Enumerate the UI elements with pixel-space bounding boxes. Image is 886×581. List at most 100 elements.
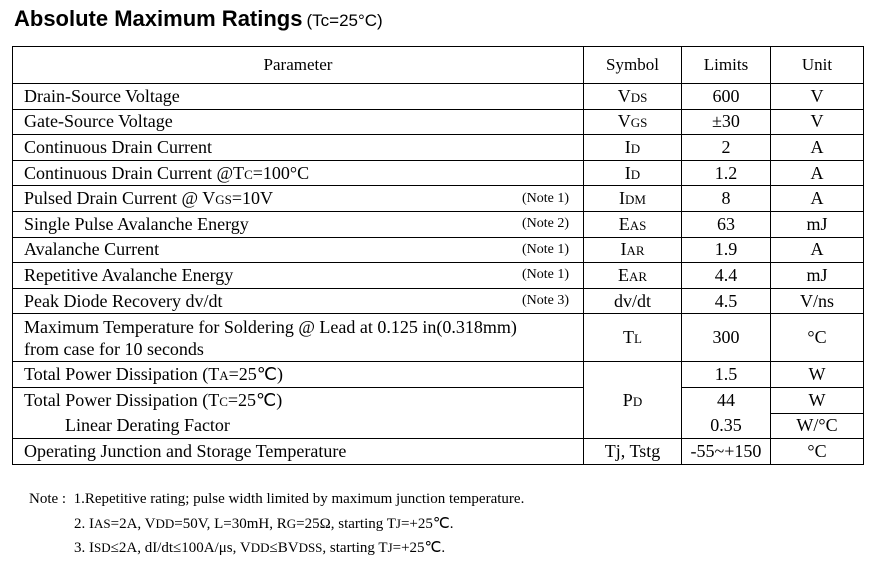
table-row: Pulsed Drain Current @ VGS=10V (Note 1) I…	[12, 185, 864, 212]
limit-cell: 600	[681, 83, 771, 110]
param-cell: Avalanche Current (Note 1)	[12, 236, 584, 264]
param-cell: Operating Junction and Storage Temperatu…	[12, 438, 584, 465]
note-1-text: 1.Repetitive rating; pulse width limited…	[73, 491, 525, 507]
param-text: Single Pulse Avalanche Energy	[24, 213, 249, 234]
param-cell: Repetitive Avalanche Energy (Note 1)	[12, 262, 584, 289]
symbol-sub: DM	[625, 192, 646, 208]
param-text: =100°C	[252, 162, 310, 183]
param-cell: Single Pulse Avalanche Energy (Note 2)	[12, 210, 584, 238]
limit-cell: 8	[681, 185, 771, 212]
unit-cell: V	[770, 83, 864, 110]
param-cell: Total Power Dissipation (TA=25℃)	[12, 361, 584, 388]
table-row: Total Power Dissipation (TC=25℃) 44 W	[12, 386, 864, 414]
header-parameter: Parameter	[12, 46, 584, 84]
param-cell: Continuous Drain Current	[12, 134, 584, 161]
ratings-table: Parameter Symbol Limits Unit Drain-Sourc…	[12, 46, 864, 465]
symbol-main: I	[619, 188, 626, 209]
limit-cell: 4.4	[681, 262, 771, 289]
symbol-cell-pd: PD	[583, 361, 682, 440]
symbol-main: I	[624, 136, 631, 157]
symbol-sub: DS	[630, 89, 648, 105]
note-text: 3. I	[74, 540, 94, 556]
table-row: Gate-Source Voltage VGS ±30 V	[12, 108, 864, 136]
limit-cell: 300	[681, 313, 771, 363]
note-sub: J	[395, 515, 401, 531]
notes-label: Note :	[29, 491, 67, 507]
symbol-sub: D	[630, 166, 641, 182]
symbol-cell: Tj, Tstg	[583, 438, 682, 465]
param-cell: Pulsed Drain Current @ VGS=10V (Note 1)	[12, 185, 584, 212]
param-text: Repetitive Avalanche Energy	[24, 264, 234, 285]
unit-cell: A	[770, 236, 864, 264]
note-ref: (Note 3)	[521, 293, 569, 309]
note-sub: J	[387, 540, 393, 555]
note-text: ≤BV	[269, 540, 299, 556]
section-heading: Absolute Maximum Ratings (Tc=25°C)	[14, 6, 383, 32]
symbol-main: P	[622, 389, 633, 410]
table-row: Single Pulse Avalanche Energy (Note 2) EA…	[12, 210, 864, 238]
param-text: Pulsed Drain Current @ V	[24, 188, 216, 209]
param-cell: Drain-Source Voltage	[12, 83, 584, 110]
symbol-sub: GS	[630, 115, 648, 131]
header-symbol: Symbol	[583, 46, 682, 84]
unit-cell: mJ	[770, 210, 864, 238]
note-text: =+25℃.	[392, 540, 446, 556]
param-text: =10V	[231, 188, 274, 209]
symbol-main: E	[618, 213, 630, 234]
symbol-main: V	[617, 85, 631, 106]
param-text: =25℃)	[228, 364, 283, 385]
param-sub: A	[219, 368, 229, 384]
table-header-row: Parameter Symbol Limits Unit	[12, 46, 864, 84]
unit-cell: mJ	[770, 262, 864, 289]
symbol-cell: EAR	[583, 262, 682, 289]
symbol-cell: ID	[583, 159, 682, 187]
notes-section: Note : 1.Repetitive rating; pulse width …	[29, 488, 524, 561]
limit-cell: 1.5	[681, 361, 771, 388]
param-cell: Maximum Temperature for Soldering @ Lead…	[12, 313, 584, 363]
note-sub: DSS	[298, 540, 323, 555]
limit-cell: 1.9	[681, 236, 771, 264]
table-row: Total Power Dissipation (TA=25℃) PD 1.5 …	[12, 361, 864, 440]
heading-condition: (Tc=25°C)	[306, 11, 383, 30]
table-row: Continuous Drain Current ID 2 A	[12, 134, 864, 161]
symbol-main: E	[617, 264, 629, 285]
note-text: =50V, L=30mH, R	[174, 515, 287, 532]
param-text: =25℃)	[227, 389, 283, 410]
unit-cell: W	[770, 361, 864, 388]
note-sub: G	[286, 515, 297, 531]
symbol-sub: AR	[626, 243, 645, 259]
note-3: 3. ISD≤2A, dI/dt≤100A/μs, VDD≤BVDSS, sta…	[29, 536, 524, 561]
unit-cell: A	[770, 134, 864, 161]
limit-cell: 63	[681, 210, 771, 238]
limit-cell: 2	[681, 134, 771, 161]
note-sub: DD	[250, 540, 270, 555]
unit-cell: A	[770, 185, 864, 212]
symbol-main: I	[624, 162, 631, 183]
symbol-main: I	[620, 239, 627, 260]
header-unit: Unit	[770, 46, 864, 84]
symbol-cell: TL	[583, 313, 682, 363]
param-cell: Linear Derating Factor	[12, 413, 584, 440]
unit-cell: A	[770, 159, 864, 187]
symbol-main: V	[617, 111, 631, 132]
table-row: Peak Diode Recovery dv/dt (Note 3) dv/dt …	[12, 287, 864, 315]
param-cell: Peak Diode Recovery dv/dt (Note 3)	[12, 287, 584, 315]
heading-title: Absolute Maximum Ratings	[14, 6, 303, 31]
unit-cell: V	[770, 108, 864, 136]
symbol-sub: AS	[629, 217, 647, 233]
symbol-cell: VGS	[583, 108, 682, 136]
param-sub: C	[219, 393, 228, 409]
table-row: Repetitive Avalanche Energy (Note 1) EAR …	[12, 262, 864, 289]
param-text: Avalanche Current	[24, 239, 160, 260]
note-2: 2. IAS=2A, VDD=50V, L=30mH, RG=25Ω, star…	[29, 512, 524, 537]
table-row: Continuous Drain Current @TC=100°C ID 1.…	[12, 159, 864, 187]
table-row: Maximum Temperature for Soldering @ Lead…	[12, 313, 864, 363]
note-ref: (Note 1)	[521, 190, 569, 206]
unit-cell: W/°C	[770, 412, 864, 440]
param-line-1: Maximum Temperature for Soldering @ Lead…	[24, 316, 517, 337]
note-ref: (Note 1)	[521, 267, 569, 283]
symbol-sub: D	[632, 393, 643, 409]
symbol-cell: IAR	[583, 236, 682, 264]
param-text: Peak Diode Recovery dv/dt	[24, 290, 223, 311]
param-text: Total Power Dissipation (T	[24, 389, 220, 410]
